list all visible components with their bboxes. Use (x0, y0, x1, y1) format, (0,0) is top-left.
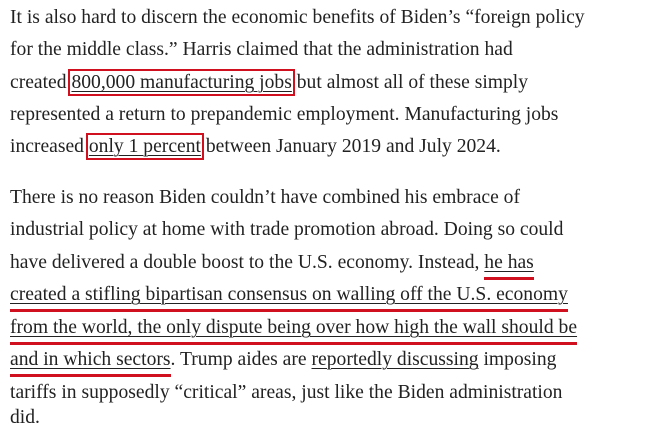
link[interactable]: and in which sectors (10, 349, 171, 377)
text: created (10, 72, 72, 93)
link[interactable]: only 1 percent (85, 133, 204, 160)
text: . Trump aides are (170, 349, 312, 370)
text: increased (10, 136, 89, 157)
text-line: for the middle class.” Harris claimed th… (10, 34, 513, 66)
link[interactable]: he has (484, 252, 534, 280)
text-line: It is also hard to discern the economic … (10, 2, 585, 34)
text-line: created 800,000 manufacturing jobs but a… (10, 67, 528, 99)
text-line: There is no reason Biden couldn’t have c… (10, 182, 520, 214)
text: did. (10, 407, 40, 428)
text: have delivered a double boost to the U.S… (10, 252, 485, 273)
link[interactable]: reportedly discussing (311, 349, 479, 370)
text-line: increased only 1 percent between January… (10, 131, 501, 163)
text-line: did. (10, 402, 40, 434)
text-line: and in which sectors. Trump aides are re… (10, 344, 557, 377)
text: There is no reason Biden couldn’t have c… (10, 187, 521, 208)
text: but almost all of these simply (291, 72, 529, 93)
text: between January 2019 and July 2024. (200, 136, 501, 157)
text-line: represented a return to prepandemic empl… (10, 99, 558, 131)
text: represented a return to prepandemic empl… (10, 104, 559, 125)
text-line: from the world, the only dispute being o… (10, 312, 578, 345)
text: imposing (478, 349, 557, 370)
text: tariffs in supposedly “critical” areas, … (10, 382, 563, 403)
text: industrial policy at home with trade pro… (10, 219, 564, 240)
text: It is also hard to discern the economic … (10, 7, 585, 28)
text-line: industrial policy at home with trade pro… (10, 214, 563, 246)
link[interactable]: created a stifling bipartisan consensus … (10, 284, 568, 312)
text: for the middle class.” Harris claimed th… (10, 39, 513, 60)
text-line: have delivered a double boost to the U.S… (10, 247, 534, 280)
text-line: created a stifling bipartisan consensus … (10, 279, 568, 312)
link[interactable]: from the world, the only dispute being o… (10, 317, 578, 345)
text-line: tariffs in supposedly “critical” areas, … (10, 377, 562, 409)
link[interactable]: 800,000 manufacturing jobs (68, 69, 295, 96)
